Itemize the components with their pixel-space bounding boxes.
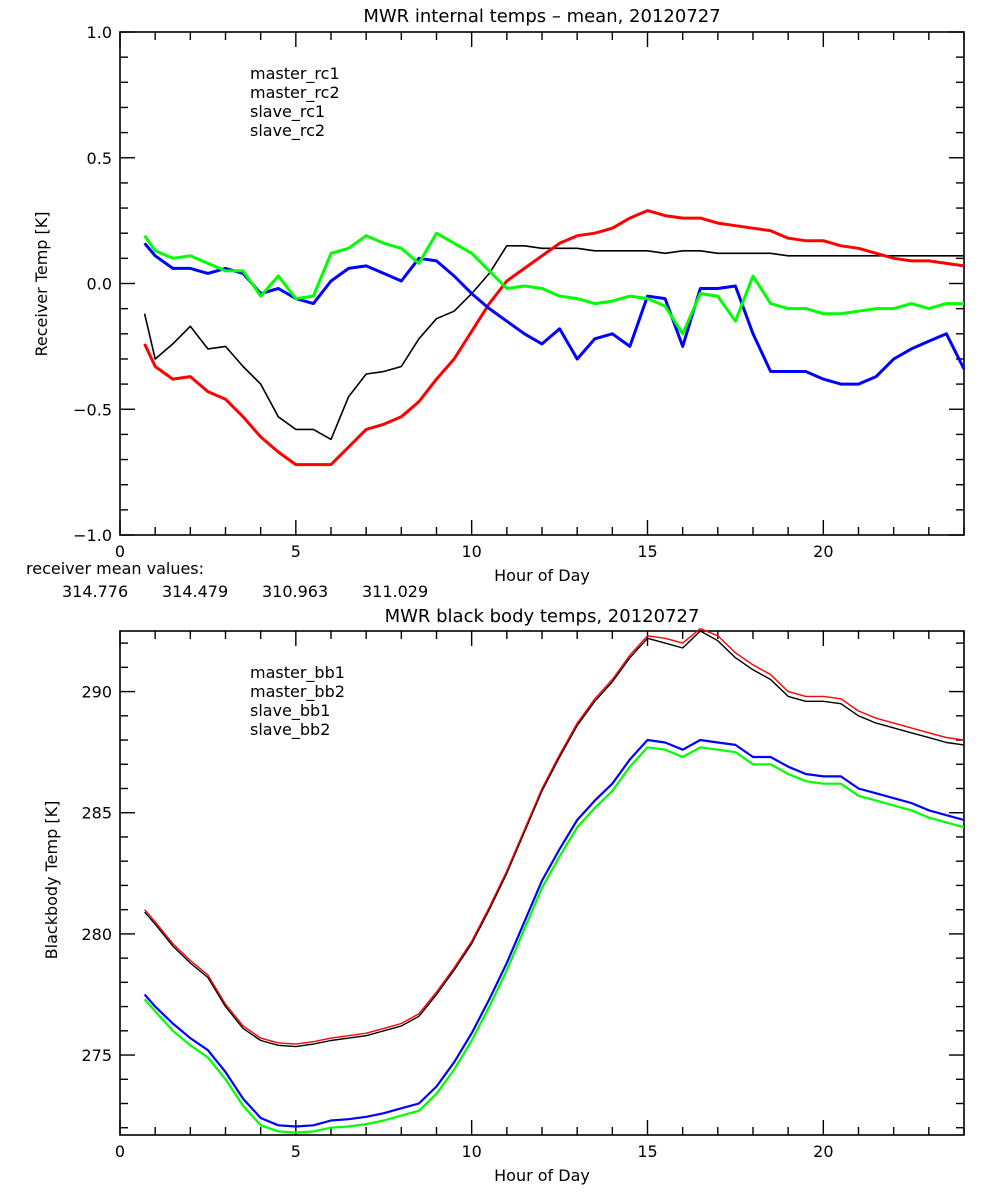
series-line-master-rc2 — [143, 209, 965, 467]
annotation-value: 314.479 — [162, 582, 228, 601]
legend-entry: master_bb2 — [250, 682, 345, 702]
y-tick-label: 1.0 — [87, 23, 112, 42]
x-axis-label: Hour of Day — [494, 1166, 590, 1185]
series-lines — [143, 209, 966, 467]
chart-title: MWR black body temps, 20120727 — [385, 606, 700, 627]
blackbody-temps-panel: MWR black body temps, 20120727 0 5 10 15 20 2… — [42, 606, 965, 1185]
series-lines — [143, 627, 965, 1134]
axis-ticks: 0 5 10 15 20 −1.0 −0.5 0.0 0.5 1.0 — [73, 23, 965, 561]
x-tick-label: 10 — [461, 542, 481, 561]
y-tick-label: −1.0 — [73, 526, 112, 545]
x-tick-label: 15 — [637, 542, 657, 561]
legend-entry: master_rc1 — [250, 64, 340, 84]
legend-entry: slave_bb2 — [250, 720, 330, 740]
legend-entry: slave_rc2 — [250, 121, 325, 141]
y-axis-label: Blackbody Temp [K] — [42, 801, 61, 960]
receiver-temps-panel: MWR internal temps – mean, 20120727 0 5 10… — [32, 6, 966, 585]
series-line-master-rc1 — [143, 245, 964, 441]
x-tick-label: 5 — [291, 1142, 301, 1161]
series-line-master-bb1 — [144, 630, 965, 1048]
chart-title: MWR internal temps – mean, 20120727 — [363, 6, 720, 27]
annotation-value: 314.776 — [62, 582, 128, 601]
x-axis-label: Hour of Day — [494, 566, 590, 585]
y-tick-label: −0.5 — [73, 400, 112, 419]
legend-entry: slave_bb1 — [250, 701, 330, 721]
x-tick-label: 10 — [461, 1142, 481, 1161]
series-line-slave-bb1 — [143, 738, 965, 1128]
series-line-master-bb2 — [144, 627, 965, 1045]
x-tick-label: 15 — [637, 1142, 657, 1161]
x-tick-label: 20 — [813, 542, 833, 561]
series-line-slave-bb2 — [143, 746, 965, 1134]
x-tick-label: 5 — [291, 542, 301, 561]
x-tick-label: 20 — [813, 1142, 833, 1161]
axis-ticks: 0 5 10 15 20 275 280 285 290 — [81, 631, 965, 1161]
x-tick-label: 0 — [115, 542, 125, 561]
y-tick-label: 280 — [81, 925, 112, 944]
y-tick-label: 0.5 — [87, 149, 112, 168]
y-tick-label: 290 — [81, 683, 112, 702]
y-tick-label: 275 — [81, 1046, 112, 1065]
annotation-label: receiver mean values: — [26, 559, 204, 578]
plot-frame — [119, 31, 965, 536]
series-line-slave-rc2 — [143, 231, 964, 336]
y-tick-label: 0.0 — [87, 275, 112, 294]
legend-entry: master_bb1 — [250, 663, 345, 683]
x-tick-label: 0 — [115, 1142, 125, 1161]
series-line-slave-rc1 — [143, 242, 966, 386]
annotation-value: 311.029 — [362, 582, 428, 601]
y-axis-label: Receiver Temp [K] — [32, 211, 51, 356]
annotation-value: 310.963 — [262, 582, 328, 601]
legend-entry: slave_rc1 — [250, 102, 325, 122]
receiver-mean-annotation: receiver mean values: 314.776 314.479 31… — [26, 559, 428, 601]
y-tick-label: 285 — [81, 804, 112, 823]
legend-entry: master_rc2 — [250, 83, 340, 103]
